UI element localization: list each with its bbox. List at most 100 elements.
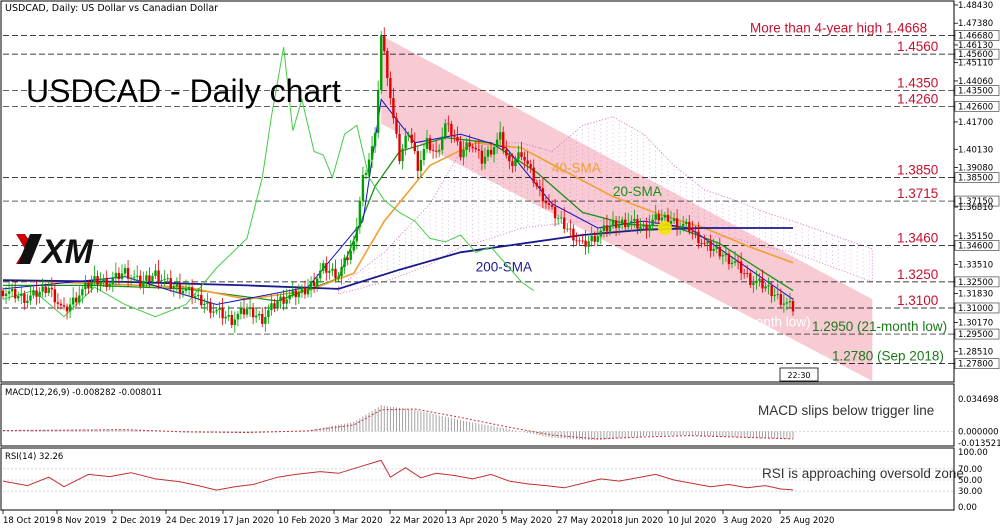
candle-body <box>544 201 548 204</box>
candle-body <box>111 278 115 284</box>
y-tick-label: 1.33510 <box>958 260 993 270</box>
candle-body <box>602 225 606 231</box>
candle-body <box>685 221 688 224</box>
level-annotation: 1.3850 <box>897 163 938 178</box>
candle-body <box>96 276 99 285</box>
candle-body <box>611 220 615 226</box>
candle-body <box>227 314 230 317</box>
candle-body <box>712 248 715 251</box>
candle-body <box>425 138 429 149</box>
x-tick-label: 17 Jan 2020 <box>223 516 274 526</box>
rsi-y-tick: 50.00 <box>958 476 982 486</box>
x-tick-label: 18 Jun 2020 <box>612 516 663 526</box>
candle-body <box>401 148 404 162</box>
candle-body <box>608 225 612 232</box>
x-tick-label: 5 May 2020 <box>502 516 552 526</box>
candle-body <box>129 277 133 279</box>
candle-body <box>663 214 667 218</box>
macd-panel-frame <box>0 383 955 447</box>
candle-body <box>721 255 725 257</box>
price-annotations: More than 4-year high 1.4668 1.4560 1.4350… <box>683 20 947 363</box>
candle-body <box>218 308 221 311</box>
time-badge: 22:30 <box>779 367 819 382</box>
candle-body <box>4 293 8 297</box>
candle-body <box>489 149 493 155</box>
candle-body <box>62 305 66 307</box>
candle-body <box>87 283 90 289</box>
candle-body <box>224 316 227 319</box>
candle-body <box>169 278 172 289</box>
candlesticks <box>1 27 795 333</box>
candle-body <box>447 123 450 125</box>
candle-body <box>99 281 102 285</box>
indicator-tenkan <box>2 98 794 306</box>
candle-body <box>279 296 282 302</box>
candle-body <box>7 291 11 294</box>
macd-y-tick: 0.034698 <box>958 395 999 405</box>
candle-body <box>367 159 371 174</box>
candle-body <box>703 243 706 245</box>
candle-body <box>120 273 124 280</box>
rsi-y-tick: 30.00 <box>958 487 982 497</box>
candle-body <box>1 290 5 297</box>
candle-body <box>239 308 243 314</box>
candle-body <box>102 278 105 282</box>
y-tick-highlight <box>954 48 1000 60</box>
candle-body <box>395 118 398 134</box>
y-tick-highlight <box>954 358 1000 369</box>
candle-body <box>261 313 264 324</box>
candle-body <box>587 241 590 247</box>
indicator-chikou <box>2 47 534 318</box>
x-tick-label: 2 Dec 2019 <box>112 516 161 526</box>
candle-body <box>197 294 200 297</box>
candle-body <box>35 290 38 297</box>
y-tick-highlight <box>954 276 1000 288</box>
candle-body <box>154 270 157 276</box>
candle-body <box>428 138 432 151</box>
candle-body <box>337 276 340 279</box>
candle-body <box>282 296 285 304</box>
candle-body <box>413 142 416 152</box>
candle-body <box>334 268 337 279</box>
candle-body <box>297 292 301 298</box>
level-annotation: 1.2950 (21-month low) <box>812 319 947 334</box>
candle-body <box>151 275 154 282</box>
macd-title: MACD(12,26,9) -0.008282 -0.008011 <box>5 388 162 398</box>
y-tick-label: 1.34600 <box>958 241 993 251</box>
candle-body <box>343 257 346 267</box>
candle-body <box>325 263 328 273</box>
rsi-y-tick: 70.00 <box>958 465 982 475</box>
candle-body <box>523 156 526 161</box>
candle-body <box>90 282 93 289</box>
y-tick-label: 1.46680 <box>958 31 993 41</box>
candle-body <box>459 141 462 158</box>
y-tick-label: 1.27800 <box>958 360 993 370</box>
candle-body <box>404 135 407 149</box>
candle-body <box>535 182 538 187</box>
macd-panel: 0.034698 0.000000 -0.013521 <box>2 395 1000 449</box>
indicator-label: 40-SMA <box>552 160 601 175</box>
crossover-marker <box>657 221 672 236</box>
candle-body <box>636 219 639 229</box>
indicator-20-sma <box>3 136 794 302</box>
candle-body <box>450 124 453 137</box>
macd-annotation: MACD slips below trigger line <box>758 403 934 418</box>
candle-body <box>117 272 121 280</box>
candle-body <box>657 214 660 221</box>
rsi-title: RSI(14) 32.26 <box>5 452 63 462</box>
candle-body <box>78 295 81 303</box>
symbol-info: USDCAD, Daily: US Dollar vs Canadian Dol… <box>5 3 218 14</box>
y-tick-highlight <box>954 85 1000 96</box>
xm-logo-text: XM <box>40 233 94 271</box>
candle-body <box>550 205 554 207</box>
candle-body <box>20 293 23 297</box>
y-tick-label: 1.48430 <box>958 1 993 11</box>
x-tick-label: 10 Jul 2020 <box>668 516 716 526</box>
candle-body <box>471 146 474 148</box>
candle-body <box>47 287 50 293</box>
candle-body <box>642 224 645 227</box>
candle-body <box>718 246 721 257</box>
candle-body <box>761 278 764 289</box>
candle-body <box>724 253 728 256</box>
candle-body <box>739 261 743 274</box>
